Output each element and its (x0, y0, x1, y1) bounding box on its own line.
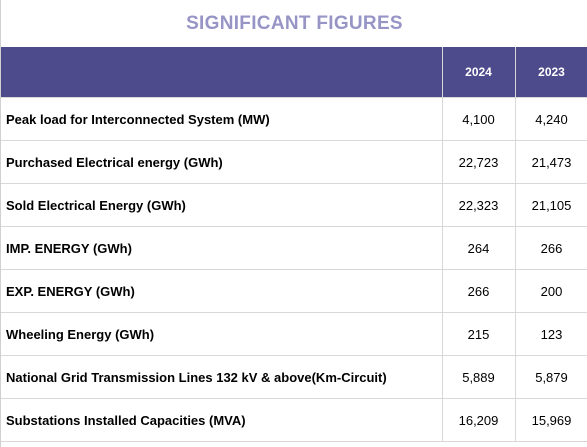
row-label: National Grid Transmission Lines 132 kV … (1, 355, 443, 399)
value-2023: 4,240 (515, 97, 587, 141)
value-2024: 22,323 (442, 183, 516, 227)
table-row: Wheeling Energy (GWh) 215 123 (1, 312, 587, 356)
value-2023: 200 (515, 269, 587, 313)
row-label: Substations Installed Capacities (MVA) (1, 398, 443, 442)
value-2024: 215 (442, 312, 516, 356)
value-2024: 16,209 (442, 398, 516, 442)
table-row: Peak load for Interconnected System (MW)… (1, 97, 587, 141)
value-2024: 4,100 (442, 97, 516, 141)
table-row: National Grid Transmission Lines 132 kV … (1, 355, 587, 399)
value-2024: 5,889 (442, 355, 516, 399)
table-row: EXP. ENERGY (GWh) 266 200 (1, 269, 587, 313)
value-2024: 22,723 (442, 140, 516, 184)
value-2024: 266 (442, 269, 516, 313)
value-2023: 5,879 (515, 355, 587, 399)
table-row: Substations Installed Capacities (MVA) 1… (1, 398, 587, 442)
value-2023: 21,473 (515, 140, 587, 184)
table-row: IMP. ENERGY (GWh) 264 266 (1, 226, 587, 270)
row-label: Purchased Electrical energy (GWh) (1, 140, 443, 184)
header-label-cell (1, 47, 443, 98)
row-label: EXP. ENERGY (GWh) (1, 269, 443, 313)
row-label: Sold Electrical Energy (GWh) (1, 183, 443, 227)
header-year-2024: 2024 (442, 47, 516, 98)
header-row: 2024 2023 (1, 47, 587, 98)
row-label: IMP. ENERGY (GWh) (1, 226, 443, 270)
figures-table: 2024 2023 Peak load for Interconnected S… (1, 47, 587, 442)
header-year-2023: 2023 (515, 47, 587, 98)
value-2024: 264 (442, 226, 516, 270)
value-2023: 21,105 (515, 183, 587, 227)
table-row: Sold Electrical Energy (GWh) 22,323 21,1… (1, 183, 587, 227)
row-label: Wheeling Energy (GWh) (1, 312, 443, 356)
table-title: SIGNIFICANT FIGURES (186, 13, 403, 34)
value-2023: 266 (515, 226, 587, 270)
value-2023: 123 (515, 312, 587, 356)
value-2023: 15,969 (515, 398, 587, 442)
row-label: Peak load for Interconnected System (MW) (1, 97, 443, 141)
table-row: Purchased Electrical energy (GWh) 22,723… (1, 140, 587, 184)
